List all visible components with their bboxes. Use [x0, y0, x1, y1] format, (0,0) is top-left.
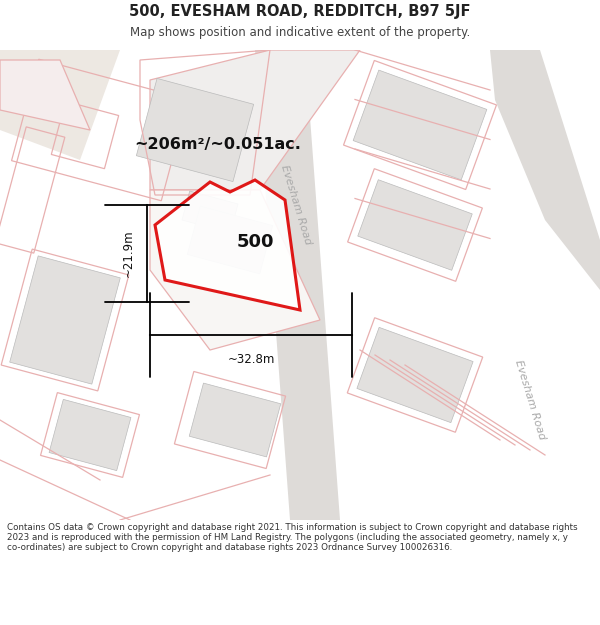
- Polygon shape: [0, 50, 120, 160]
- Polygon shape: [136, 78, 254, 182]
- Polygon shape: [490, 50, 600, 290]
- Polygon shape: [0, 60, 90, 130]
- Polygon shape: [255, 50, 340, 520]
- Polygon shape: [150, 50, 360, 190]
- Text: ~206m²/~0.051ac.: ~206m²/~0.051ac.: [134, 138, 301, 152]
- Text: Map shows position and indicative extent of the property.: Map shows position and indicative extent…: [130, 26, 470, 39]
- Text: Evesham Road: Evesham Road: [279, 164, 313, 246]
- Text: Contains OS data © Crown copyright and database right 2021. This information is : Contains OS data © Crown copyright and d…: [7, 522, 578, 552]
- Text: ~21.9m: ~21.9m: [122, 229, 135, 278]
- Polygon shape: [187, 206, 272, 274]
- Polygon shape: [353, 70, 487, 180]
- Polygon shape: [182, 191, 238, 233]
- Polygon shape: [358, 180, 472, 270]
- Text: 500, EVESHAM ROAD, REDDITCH, B97 5JF: 500, EVESHAM ROAD, REDDITCH, B97 5JF: [129, 4, 471, 19]
- Polygon shape: [155, 180, 300, 310]
- Polygon shape: [150, 190, 320, 350]
- Text: 500: 500: [236, 233, 274, 251]
- Text: ~32.8m: ~32.8m: [227, 353, 275, 366]
- Text: Evesham Road: Evesham Road: [513, 359, 547, 441]
- Polygon shape: [10, 256, 120, 384]
- Polygon shape: [357, 328, 473, 422]
- Polygon shape: [189, 383, 281, 457]
- Polygon shape: [49, 399, 131, 471]
